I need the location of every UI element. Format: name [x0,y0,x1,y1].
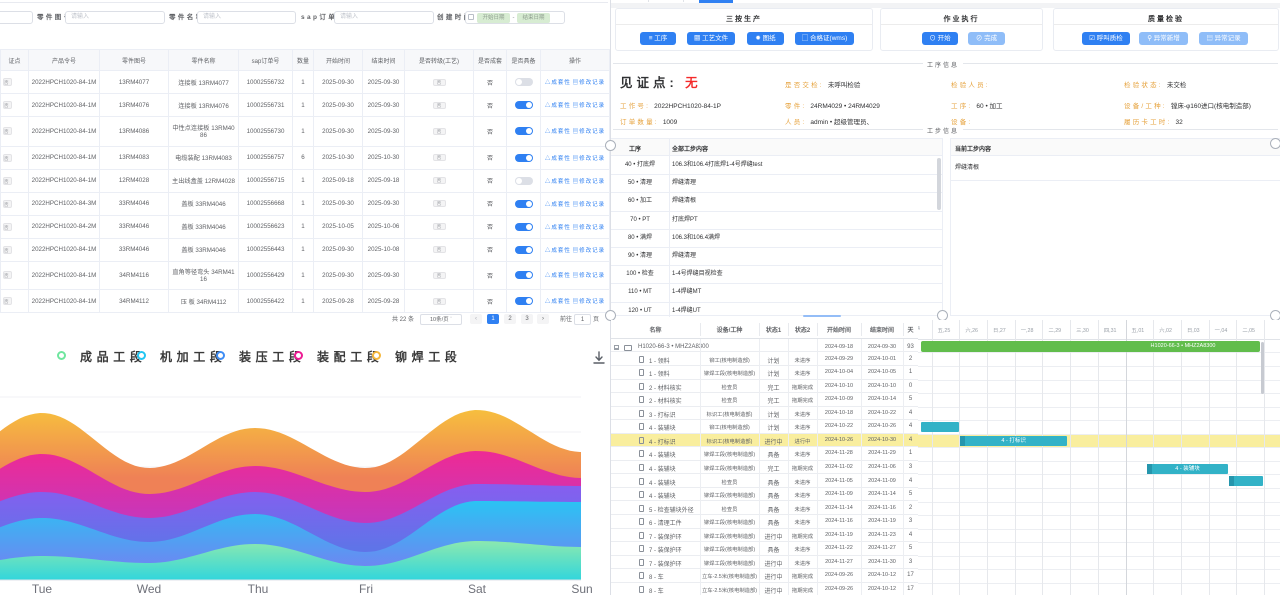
svg-text:Sun: Sun [571,582,592,595]
svg-text:Fri: Fri [359,582,373,595]
svg-text:Thu: Thu [248,582,269,595]
svg-text:Tue: Tue [32,582,53,595]
svg-text:Sat: Sat [468,582,487,595]
svg-text:Wed: Wed [137,582,161,595]
